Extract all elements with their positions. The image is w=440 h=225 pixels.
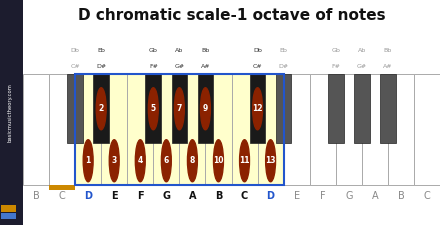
Bar — [101, 74, 127, 185]
Text: D: D — [84, 191, 92, 201]
Text: A#: A# — [201, 64, 210, 69]
Circle shape — [136, 140, 145, 182]
Text: Db: Db — [253, 48, 262, 54]
Text: B: B — [397, 191, 404, 201]
Bar — [75, 74, 284, 185]
Text: 3: 3 — [112, 156, 117, 165]
Text: Eb: Eb — [280, 48, 288, 54]
Text: Ab: Ab — [358, 48, 366, 54]
Text: B: B — [33, 191, 40, 201]
Bar — [127, 74, 153, 185]
Circle shape — [266, 140, 275, 182]
Bar — [1, 213, 16, 219]
Text: 13: 13 — [265, 156, 276, 165]
Text: 4: 4 — [138, 156, 143, 165]
Bar — [1, 205, 16, 212]
Circle shape — [213, 140, 224, 182]
Bar — [23, 74, 49, 185]
Circle shape — [109, 140, 119, 182]
Text: C#: C# — [70, 64, 80, 69]
Bar — [231, 74, 257, 185]
Text: D chromatic scale-1 octave of notes: D chromatic scale-1 octave of notes — [78, 8, 385, 23]
Bar — [276, 74, 291, 143]
Circle shape — [174, 88, 184, 130]
Text: F#: F# — [331, 64, 340, 69]
Circle shape — [161, 140, 171, 182]
Text: 5: 5 — [151, 104, 156, 113]
Circle shape — [83, 140, 93, 182]
Text: G#: G# — [357, 64, 367, 69]
Bar — [49, 74, 75, 185]
Text: 12: 12 — [252, 104, 263, 113]
Text: G: G — [345, 191, 352, 201]
Circle shape — [239, 140, 249, 182]
Text: 11: 11 — [239, 156, 250, 165]
Text: A: A — [371, 191, 378, 201]
Text: E: E — [111, 191, 117, 201]
Text: 2: 2 — [99, 104, 104, 113]
Bar — [93, 74, 109, 143]
Bar — [205, 74, 231, 185]
Text: D#: D# — [96, 64, 106, 69]
Bar — [284, 74, 310, 185]
Bar — [146, 74, 161, 143]
Bar — [257, 74, 284, 185]
Bar — [310, 74, 336, 185]
Bar — [198, 74, 213, 143]
Text: Ab: Ab — [175, 48, 183, 54]
Text: C: C — [59, 191, 66, 201]
Text: A#: A# — [383, 64, 392, 69]
Bar — [354, 74, 370, 143]
Text: 6: 6 — [164, 156, 169, 165]
Bar — [172, 74, 187, 143]
Text: C: C — [241, 191, 248, 201]
Text: C#: C# — [253, 64, 262, 69]
Circle shape — [187, 140, 198, 182]
Text: 7: 7 — [177, 104, 182, 113]
Bar — [414, 74, 440, 185]
Bar — [49, 185, 75, 190]
Circle shape — [253, 88, 263, 130]
Bar — [388, 74, 414, 185]
Circle shape — [96, 88, 106, 130]
Text: F: F — [320, 191, 326, 201]
Text: G#: G# — [174, 64, 184, 69]
Text: Gb: Gb — [331, 48, 340, 54]
Text: D: D — [267, 191, 275, 201]
Text: F#: F# — [149, 64, 158, 69]
Text: basicmusictheory.com: basicmusictheory.com — [8, 83, 13, 142]
Text: G: G — [162, 191, 170, 201]
Bar — [153, 74, 180, 185]
Circle shape — [148, 88, 158, 130]
Text: 1: 1 — [85, 156, 91, 165]
Circle shape — [201, 88, 210, 130]
Text: Eb: Eb — [97, 48, 105, 54]
Bar — [328, 74, 344, 143]
Text: Db: Db — [71, 48, 80, 54]
Text: 8: 8 — [190, 156, 195, 165]
Text: Gb: Gb — [149, 48, 158, 54]
Bar — [180, 74, 205, 185]
Bar — [250, 74, 265, 143]
Bar — [67, 74, 83, 143]
Text: E: E — [293, 191, 300, 201]
Bar — [380, 74, 396, 143]
Text: Bb: Bb — [384, 48, 392, 54]
Bar — [336, 74, 362, 185]
Bar — [362, 74, 388, 185]
Text: D#: D# — [279, 64, 289, 69]
Text: A: A — [189, 191, 196, 201]
Text: C: C — [424, 191, 430, 201]
Text: Bb: Bb — [202, 48, 209, 54]
Text: B: B — [215, 191, 222, 201]
Bar — [75, 74, 101, 185]
Text: F: F — [137, 191, 143, 201]
Text: 10: 10 — [213, 156, 224, 165]
Text: 9: 9 — [203, 104, 208, 113]
